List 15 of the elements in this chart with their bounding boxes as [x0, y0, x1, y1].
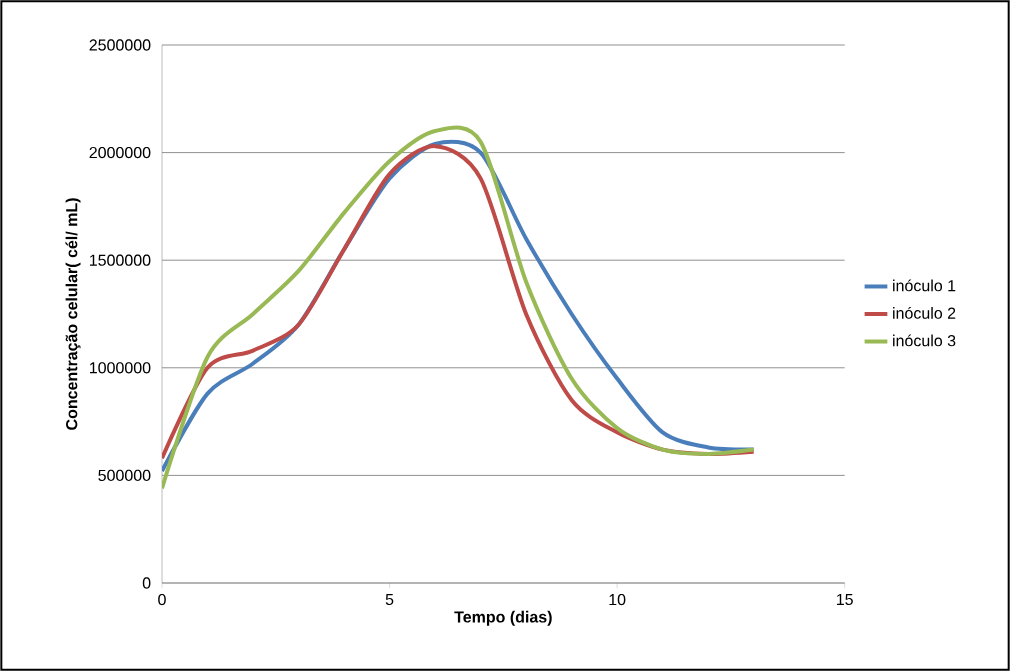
y-tick-label: 0 — [142, 577, 151, 589]
y-tick-label: 500000 — [98, 469, 151, 482]
x-tick-label: 5 — [385, 593, 394, 606]
legend-label: inóculo 2 — [893, 306, 956, 319]
x-axis-title: Tempo (dias) — [454, 610, 552, 626]
legend-label: inóculo 3 — [893, 334, 956, 347]
y-tick-label: 2500000 — [89, 39, 151, 51]
y-tick-label: 1000000 — [89, 362, 151, 374]
legend-label: inóculo 1 — [893, 279, 956, 292]
y-axis-title: Concentração celular( cél/ mL) — [65, 198, 81, 430]
x-tick-label: 0 — [158, 593, 166, 606]
x-tick-label: 10 — [609, 593, 626, 606]
x-tick-label: 15 — [836, 593, 853, 606]
y-tick-label: 1500000 — [89, 254, 151, 266]
y-tick-label: 2000000 — [89, 146, 151, 159]
